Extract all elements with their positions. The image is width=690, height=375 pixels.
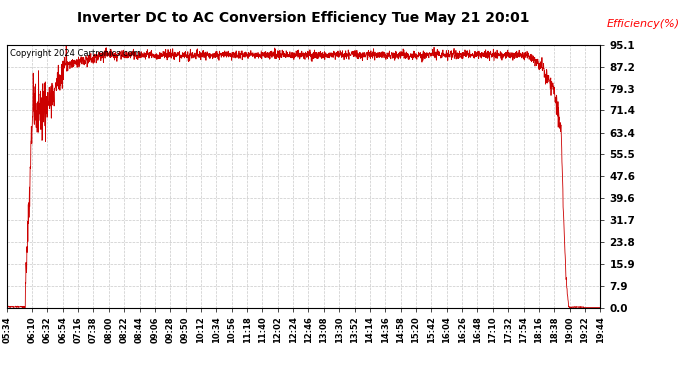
Text: Inverter DC to AC Conversion Efficiency Tue May 21 20:01: Inverter DC to AC Conversion Efficiency … — [77, 11, 530, 25]
Text: Copyright 2024 Cartronics.com: Copyright 2024 Cartronics.com — [10, 49, 141, 58]
Text: Efficiency(%): Efficiency(%) — [607, 19, 680, 29]
